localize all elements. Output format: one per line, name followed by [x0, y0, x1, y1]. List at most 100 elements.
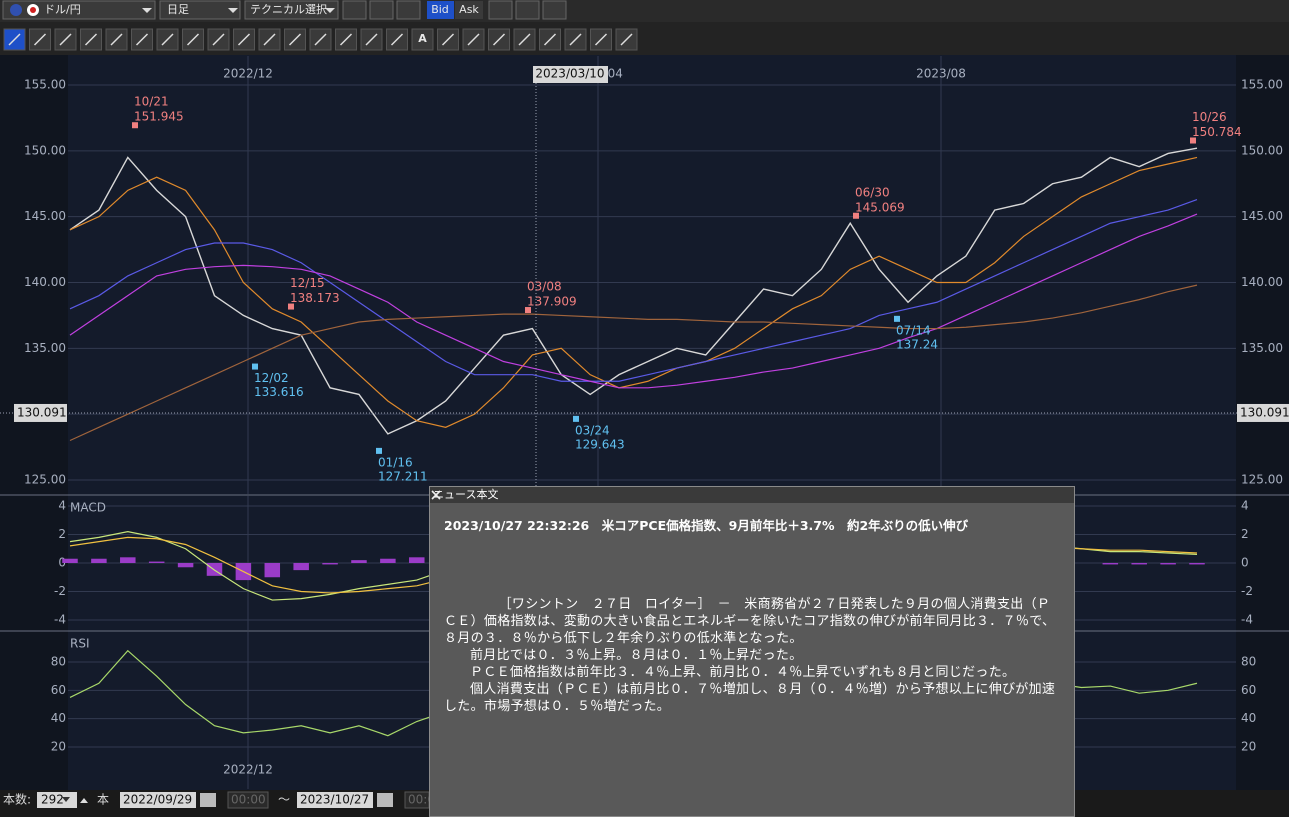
technical-select[interactable]: [244, 0, 339, 20]
flag-jp-dot: [30, 7, 36, 13]
tool-icon: [288, 33, 302, 46]
bid-label: Bid: [431, 3, 449, 16]
y-tick-label: 150.00: [1241, 143, 1283, 157]
left-axis-area: [0, 55, 68, 790]
extreme-date: 07/14: [896, 323, 931, 337]
toolbar-button: [342, 0, 367, 20]
macd-histogram-bar: [351, 560, 367, 563]
y-tick-label: 60: [1241, 683, 1256, 697]
extreme-value: 150.784: [1192, 125, 1242, 139]
toolbar-button: [515, 0, 540, 20]
y-tick-label: -2: [1241, 584, 1253, 598]
tool-icon: [110, 33, 123, 46]
y-tick-label: 140.00: [24, 275, 66, 289]
extreme-date: 12/02: [254, 371, 289, 385]
x-tick-label: 2022/12: [223, 67, 273, 81]
y-tick-label: 125.00: [1241, 473, 1283, 487]
period-select[interactable]: [159, 0, 241, 20]
extreme-marker: [853, 212, 859, 219]
bid-button[interactable]: [427, 1, 454, 19]
tool-icon: [8, 33, 21, 46]
extreme-date: 12/15: [290, 276, 325, 290]
technical-label: テクニカル選択: [250, 2, 327, 16]
footer-count-label: 本数:: [3, 792, 31, 807]
y-tick-label: 4: [1241, 499, 1249, 513]
y-tick-label: -4: [1241, 613, 1253, 627]
y-tick-label: 135.00: [24, 341, 66, 355]
macd-histogram-bar: [1131, 563, 1147, 565]
y-tick-label: 80: [51, 655, 66, 669]
period-label: 日足: [167, 3, 189, 16]
macd-histogram-bar: [380, 558, 396, 563]
crosshair-date: 2023/03/10: [535, 67, 604, 81]
dropdown-arrow: [325, 8, 335, 13]
from-date-input[interactable]: [120, 792, 196, 808]
tool-icon: [237, 33, 251, 46]
tool-icon: [569, 33, 582, 46]
extreme-date: 03/08: [527, 280, 562, 294]
panel-title: MACD: [70, 501, 106, 515]
y-tick-label: 80: [1241, 655, 1256, 669]
y-tick-label: 155.00: [24, 78, 66, 92]
to-date-input[interactable]: [297, 792, 373, 808]
extreme-date: 06/30: [855, 185, 890, 199]
macd-histogram-bar: [120, 557, 136, 563]
tool-icon: [518, 33, 531, 46]
extreme-marker: [132, 122, 138, 129]
y-tick-label: 0: [1241, 556, 1249, 570]
x-tick-label: 2023/08: [916, 67, 966, 81]
y-tick-label: 0: [58, 556, 66, 570]
footer-tilde: ～: [278, 793, 290, 807]
toolbar-button: [488, 0, 513, 20]
ask-button[interactable]: [455, 1, 483, 19]
y-tick-label: 150.00: [24, 143, 66, 157]
pair-label: ドル/円: [44, 3, 81, 16]
extreme-value: 129.643: [575, 437, 625, 451]
y-tick-label: 20: [1241, 740, 1256, 754]
extreme-value: 137.24: [896, 337, 938, 351]
news-window[interactable]: ニュース本文 2023/10/27 22:32:26 米コアPCE価格指数、9月…: [429, 486, 1075, 817]
calendar-button[interactable]: [200, 793, 216, 807]
y-tick-label: 140.00: [1241, 275, 1283, 289]
tool-icon: [467, 33, 480, 46]
news-paragraph: 前月比では０．３％上昇。８月は０．１％上昇だった。: [470, 648, 803, 663]
extreme-date: 10/21: [134, 95, 169, 109]
macd-histogram-bar: [322, 563, 338, 565]
extreme-marker: [525, 307, 531, 314]
extreme-date: 10/26: [1192, 110, 1227, 124]
tool-icon: [492, 33, 506, 46]
tool-icon: [339, 33, 353, 46]
tool-button[interactable]: [411, 28, 434, 51]
extreme-value: 151.945: [134, 110, 184, 124]
crosshair-value-box: [1237, 403, 1289, 422]
spin-down: [62, 797, 70, 802]
ask-label: Ask: [459, 3, 479, 16]
from-time-input[interactable]: [227, 791, 269, 809]
dropdown-arrow: [142, 8, 152, 13]
tool-icon: [84, 33, 98, 46]
tool-icon: [390, 33, 404, 46]
pair-select[interactable]: [2, 0, 156, 20]
tool-icon: [161, 33, 174, 46]
y-tick-label: 125.00: [24, 473, 66, 487]
tool-icon: [543, 33, 557, 46]
close-button[interactable]: [430, 489, 442, 501]
extreme-marker: [252, 363, 258, 370]
extreme-date: 01/16: [378, 455, 413, 469]
footer-from-date: 2022/09/29: [123, 793, 192, 807]
tool-icon: [620, 33, 633, 46]
extreme-value: 133.616: [254, 385, 304, 399]
dropdown-arrow: [228, 8, 238, 13]
y-tick-label: 2: [1241, 527, 1249, 541]
macd-histogram-bar: [148, 561, 165, 563]
macd-histogram-bar: [177, 563, 194, 568]
news-body: ［ワシントン ２７日 ロイター］ － 米商務省が２７日発表した９月の個人消費支出…: [444, 596, 1060, 715]
extreme-value: 127.211: [378, 469, 428, 483]
right-axis-area: [1236, 55, 1289, 790]
toolbar-button: [396, 0, 421, 20]
macd-histogram-bar: [1160, 563, 1176, 565]
macd-histogram-bar: [409, 557, 425, 563]
count-input[interactable]: [37, 792, 77, 808]
y-tick-label: 145.00: [24, 209, 66, 223]
calendar-button[interactable]: [377, 793, 393, 807]
